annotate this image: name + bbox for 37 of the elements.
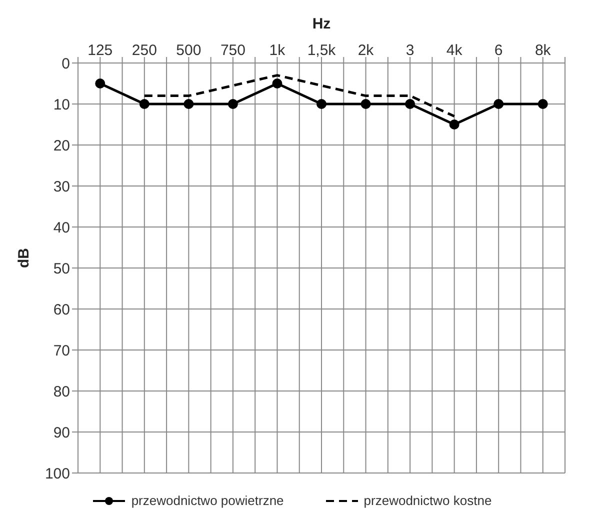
point (449, 120, 460, 130)
x-tick-label: 8k (534, 42, 552, 59)
point (184, 99, 194, 109)
legend-label: przewodnictwo powietrzne (130, 493, 284, 508)
y-tick-label: 80 (53, 383, 70, 400)
x-tick-label: 3 (406, 42, 414, 59)
x-tick-label: 500 (176, 42, 202, 59)
point (538, 99, 548, 109)
point (316, 99, 326, 109)
x-tick-label: 1k (269, 42, 286, 59)
point (228, 99, 238, 109)
x-tick-label: 4k (446, 42, 463, 59)
x-tick-label: 6 (494, 42, 503, 59)
x-tick-label: 125 (88, 42, 113, 59)
x-tick-label: 250 (132, 42, 157, 59)
y-axis-title: dB (15, 248, 32, 268)
y-tick-label: 10 (53, 96, 70, 114)
y-tick-label: 90 (53, 424, 70, 442)
y-tick-label: 0 (62, 55, 70, 72)
y-tick-label: 20 (53, 137, 70, 154)
y-tick-label: 40 (53, 219, 70, 236)
x-tick-label: 2k (358, 42, 374, 59)
legend-label: przewodnictwo kostne (362, 493, 492, 508)
point (95, 78, 106, 88)
y-tick-label: 70 (53, 342, 70, 360)
x-axis-title: Hz (312, 16, 331, 33)
x-tick-label: 750 (220, 42, 246, 59)
y-tick-label: 30 (53, 178, 70, 196)
y-tick-label: 60 (53, 301, 70, 318)
point (494, 99, 504, 109)
x-tick-label: 1,5k (307, 42, 336, 59)
y-tick-label: 100 (44, 465, 70, 482)
point (139, 99, 150, 109)
y-tick-label: 50 (53, 260, 70, 278)
point (360, 99, 371, 109)
point (272, 78, 282, 88)
point (405, 99, 416, 109)
